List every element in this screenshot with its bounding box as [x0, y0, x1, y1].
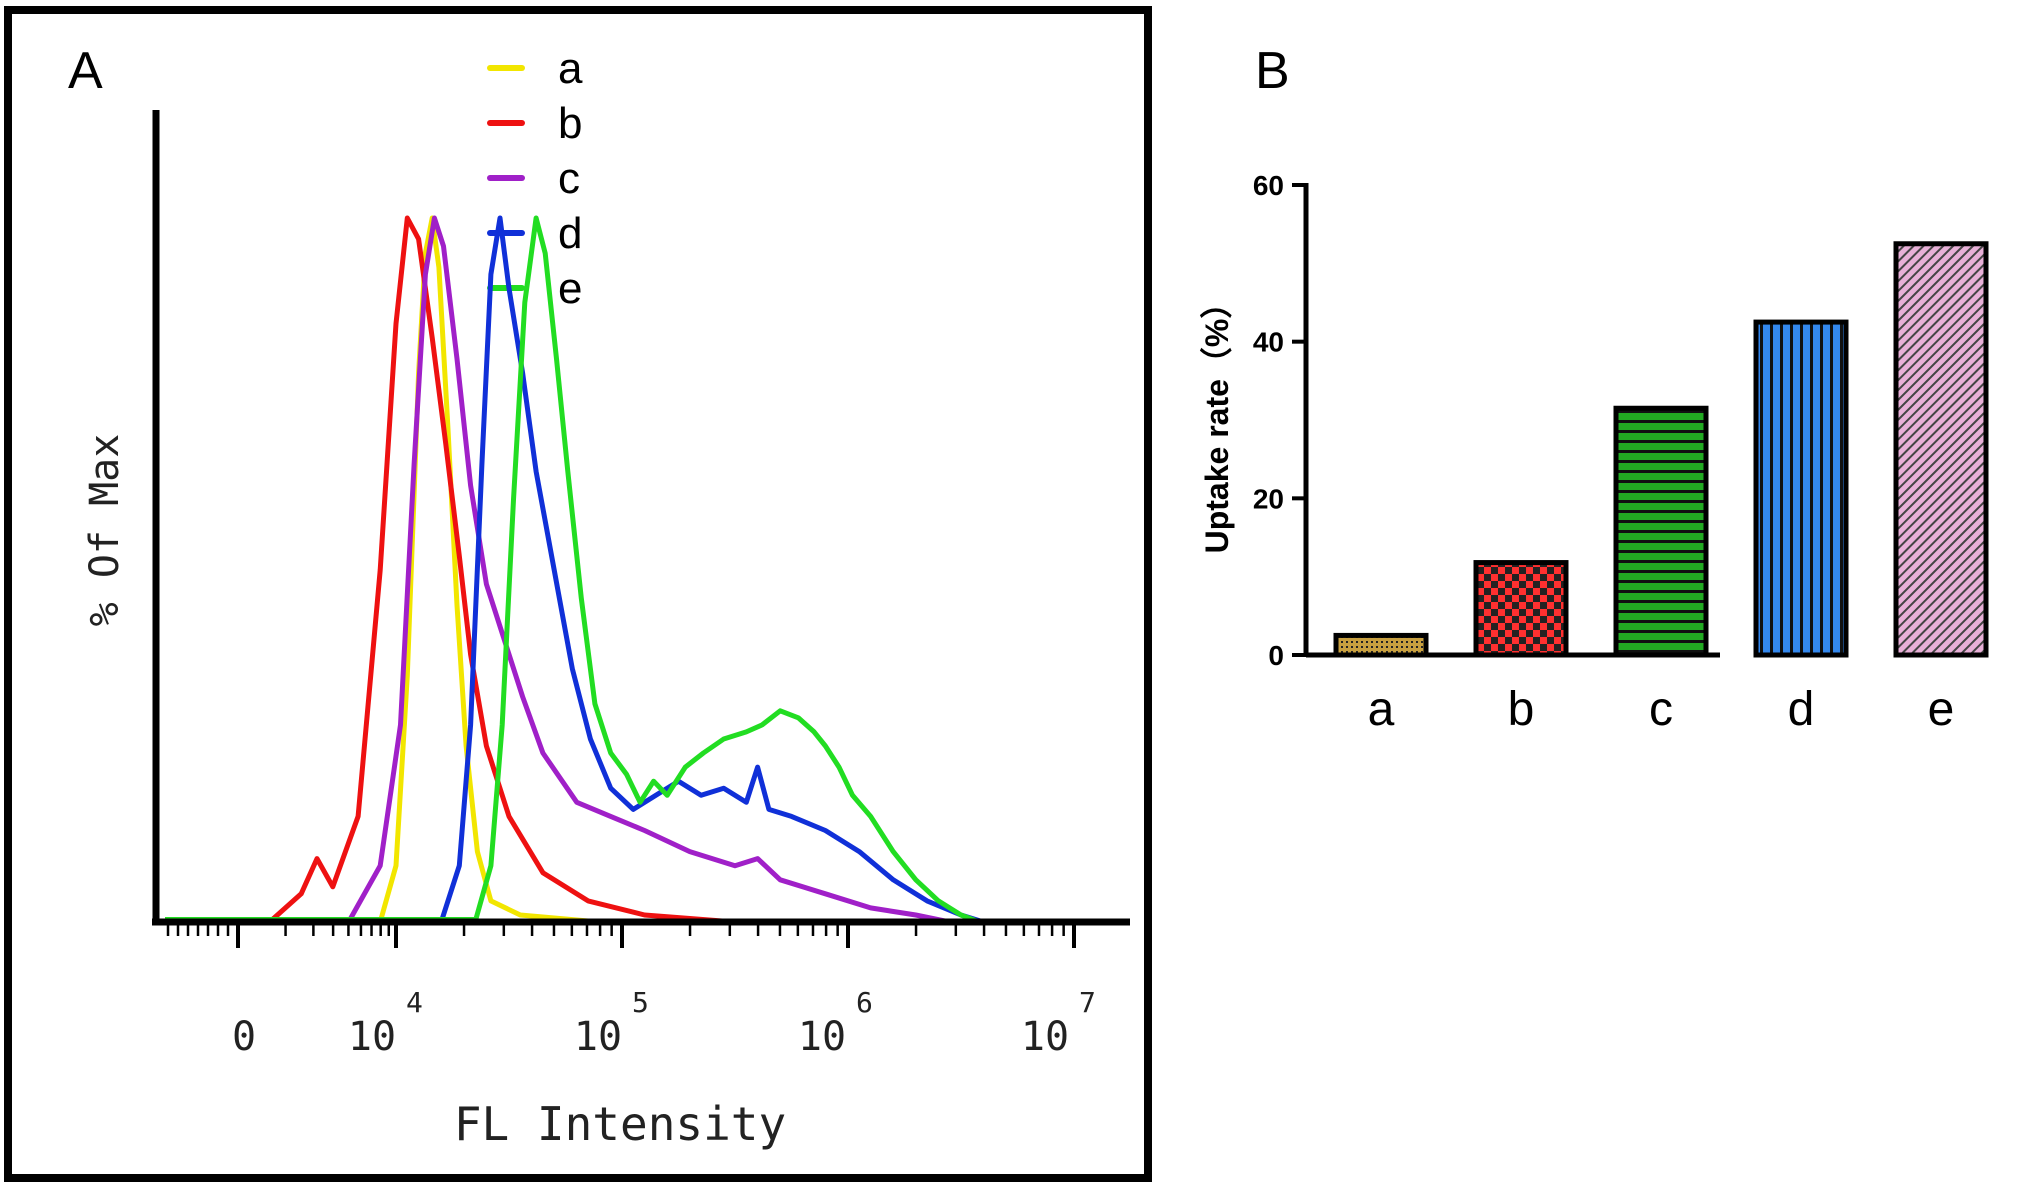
- line-c: [346, 215, 951, 925]
- b-category-d: d: [1788, 683, 1815, 736]
- legend-label-a: a: [558, 44, 583, 93]
- b-y-tick-label: 20: [1253, 483, 1284, 514]
- b-category-b: b: [1508, 683, 1535, 736]
- y-ticks: 0 20 40 60: [1253, 170, 1306, 671]
- bar-a: [1333, 632, 1429, 658]
- x-minor-ticks: [166, 925, 1076, 948]
- b-category-c: c: [1649, 683, 1673, 736]
- x-tick-label: 10: [798, 1014, 846, 1060]
- legend-label-b: b: [558, 99, 582, 148]
- panel-a-frame: [4, 6, 1152, 1182]
- b-y-tick-label: 60: [1253, 170, 1284, 201]
- legend-label-c: c: [558, 154, 580, 203]
- line-e: [472, 215, 981, 925]
- x-tick-label: 10: [1021, 1014, 1069, 1060]
- x-tick-label: 0: [232, 1014, 256, 1060]
- bars: [1333, 241, 1989, 658]
- panel-b: B 0 20 40 60 a b c d e Uptake rate（%）: [1199, 42, 1989, 736]
- legend-label-e: e: [558, 264, 582, 313]
- category-labels: a b c d e: [1368, 683, 1955, 736]
- b-y-axis-label: Uptake rate（%）: [1199, 287, 1235, 554]
- b-category-a: a: [1368, 683, 1395, 736]
- line-d: [438, 215, 985, 925]
- b-y-tick-label: 0: [1268, 640, 1284, 671]
- x-tick-labels: 0 10 4 10 5 10 6 10 7: [232, 986, 1096, 1060]
- x-tick-exponent: 4: [406, 986, 423, 1019]
- line-a: [377, 215, 600, 925]
- y-axis-label: % Of Max: [82, 434, 128, 627]
- x-tick-exponent: 5: [632, 986, 649, 1019]
- histogram-lines: [165, 215, 985, 925]
- bar-e: [1893, 241, 1989, 658]
- bar-c: [1613, 405, 1709, 658]
- panel-b-letter: B: [1255, 42, 1290, 100]
- bar-d: [1753, 319, 1849, 658]
- x-tick-exponent: 7: [1079, 986, 1096, 1019]
- x-tick-label: 10: [348, 1014, 396, 1060]
- b-category-e: e: [1928, 683, 1955, 736]
- b-y-tick-label: 40: [1253, 327, 1284, 358]
- x-tick-label: 10: [574, 1014, 622, 1060]
- bar-b: [1473, 560, 1569, 658]
- x-tick-exponent: 6: [856, 986, 873, 1019]
- panel-a-letter: A: [68, 42, 103, 100]
- x-axis-label: FL Intensity: [454, 1097, 786, 1151]
- legend-label-d: d: [558, 209, 582, 258]
- line-b: [267, 215, 736, 925]
